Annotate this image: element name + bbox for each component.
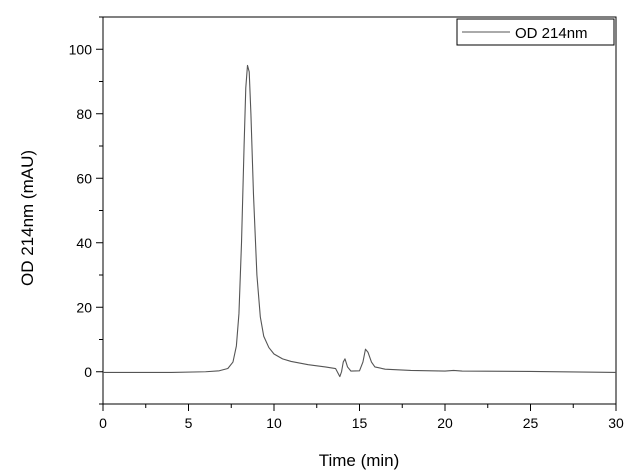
x-tick-label: 10 — [266, 415, 282, 431]
y-tick-label: 60 — [76, 170, 92, 186]
x-tick-label: 5 — [185, 415, 193, 431]
plot-area — [103, 64, 617, 378]
x-tick-label: 20 — [437, 415, 453, 431]
y-tick-label: 100 — [69, 41, 93, 57]
x-tick-label: 30 — [608, 415, 624, 431]
y-tick-label: 80 — [76, 106, 92, 122]
x-tick-label: 25 — [523, 415, 539, 431]
plot-frame — [102, 16, 617, 405]
y-tick-label: 0 — [84, 364, 92, 380]
x-tick-label: 0 — [99, 415, 107, 431]
axes: 0 5 10 15 20 25 30 0 20 40 60 80 100 — [69, 16, 624, 431]
legend-label: OD 214nm — [515, 25, 588, 42]
y-axis-label: OD 214nm (mAU) — [18, 150, 37, 286]
x-axis-label: Time (min) — [319, 451, 400, 470]
legend: OD 214nm — [456, 18, 615, 46]
x-tick-label: 15 — [352, 415, 368, 431]
y-tick-label: 20 — [76, 299, 92, 315]
series-line — [103, 64, 617, 378]
y-tick-label: 40 — [76, 235, 92, 251]
